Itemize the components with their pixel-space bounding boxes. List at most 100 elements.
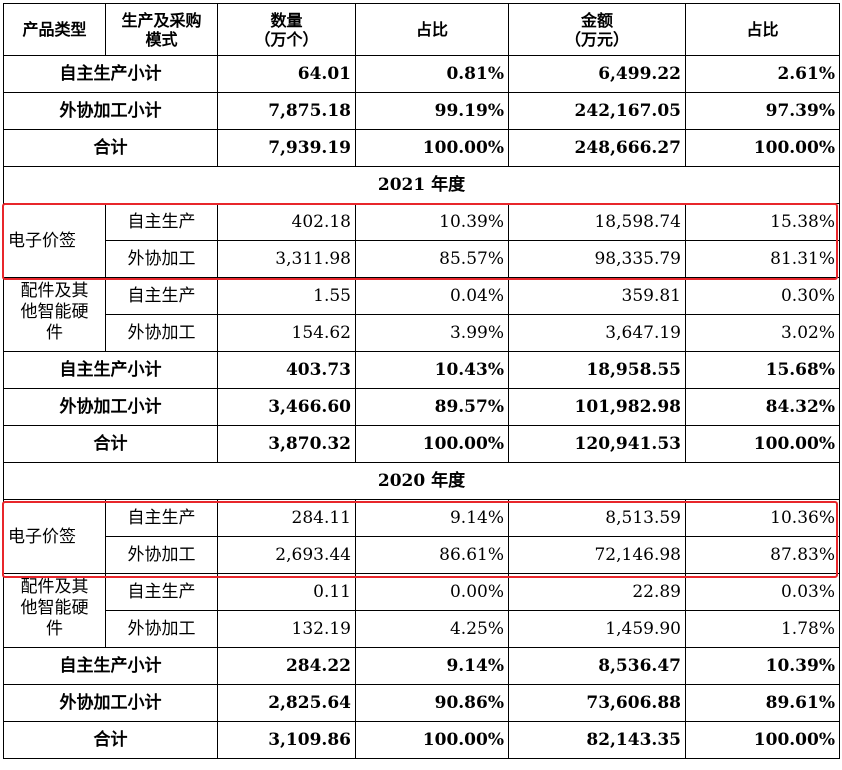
- amt-pct-cell: 84.32%: [685, 388, 840, 426]
- header-mode-line2: 模式: [145, 29, 178, 49]
- summary-row: 外协加工小计 7,875.18 99.19% 242,167.05 97.39%: [3, 92, 840, 130]
- product-cell: 配件及其 他智能硬件: [3, 277, 106, 352]
- amt-cell: 242,167.05: [508, 92, 686, 130]
- product-line: 件: [46, 619, 63, 639]
- header-ratio: 占比: [355, 3, 509, 56]
- qty-pct-cell: 0.00%: [355, 573, 509, 611]
- qty-cell: 0.11: [217, 573, 356, 611]
- amt-cell: 22.89: [508, 573, 686, 611]
- amt-pct-cell: 15.38%: [685, 203, 840, 241]
- amt-pct-cell: 1.78%: [685, 610, 840, 648]
- year-label-2021: 2021 年度: [3, 166, 840, 204]
- amt-pct-cell: 100.00%: [685, 721, 840, 759]
- qty-pct-cell: 99.19%: [355, 92, 509, 130]
- table-row: 电子价签 自主生产 402.18 10.39% 18,598.74 15.38%: [3, 203, 840, 278]
- qty-cell: 7,939.19: [217, 129, 356, 167]
- amt-cell: 18,598.74: [508, 203, 686, 241]
- qty-pct-cell: 86.61%: [355, 536, 509, 574]
- product-line: 配件及其: [20, 281, 89, 301]
- product-cell: 电子价签: [3, 203, 106, 278]
- qty-cell: 2,693.44: [217, 536, 356, 574]
- qty-cell: 3,466.60: [217, 388, 356, 426]
- qty-cell: 284.22: [217, 647, 356, 685]
- summary-row: 自主生产小计 64.01 0.81% 6,499.22 2.61%: [3, 55, 840, 93]
- amt-pct-cell: 10.39%: [685, 647, 840, 685]
- qty-cell: 284.11: [217, 499, 356, 537]
- product-cell: 电子价签: [3, 499, 106, 574]
- mode-cell: 自主生产: [105, 203, 218, 241]
- qty-pct-cell: 9.14%: [355, 647, 509, 685]
- product-line: 他智能硬: [20, 302, 89, 322]
- amt-cell: 1,459.90: [508, 610, 686, 648]
- summary-label: 合计: [3, 425, 218, 463]
- summary-row: 外协加工小计 3,466.60 89.57% 101,982.98 84.32%: [3, 388, 840, 426]
- header-product-type: 产品类型: [3, 3, 106, 56]
- product-line: 件: [46, 323, 63, 343]
- qty-pct-cell: 10.43%: [355, 351, 509, 389]
- year-row: 2021 年度: [3, 166, 840, 204]
- amt-cell: 120,941.53: [508, 425, 686, 463]
- amt-cell: 18,958.55: [508, 351, 686, 389]
- total-row: 合计 3,870.32 100.00% 120,941.53 100.00%: [3, 425, 840, 463]
- amt-pct-cell: 2.61%: [685, 55, 840, 93]
- qty-pct-cell: 0.81%: [355, 55, 509, 93]
- year-label-2020: 2020 年度: [3, 462, 840, 500]
- total-row: 合计 7,939.19 100.00% 248,666.27 100.00%: [3, 129, 840, 167]
- summary-label: 合计: [3, 129, 218, 167]
- qty-cell: 403.73: [217, 351, 356, 389]
- mode-cell: 外协加工: [105, 536, 218, 574]
- amt-cell: 98,335.79: [508, 240, 686, 278]
- table-row: 外协加工 154.62 3.99% 3,647.19 3.02%: [4, 314, 840, 352]
- qty-cell: 3,109.86: [217, 721, 356, 759]
- summary-row: 外协加工小计 2,825.64 90.86% 73,606.88 89.61%: [3, 684, 840, 722]
- amt-pct-cell: 100.00%: [685, 425, 840, 463]
- year-row: 2020 年度: [3, 462, 840, 500]
- qty-cell: 3,870.32: [217, 425, 356, 463]
- qty-pct-cell: 90.86%: [355, 684, 509, 722]
- amt-pct-cell: 10.36%: [685, 499, 840, 537]
- amt-pct-cell: 100.00%: [685, 129, 840, 167]
- qty-cell: 2,825.64: [217, 684, 356, 722]
- header-amount-line1: 金额: [580, 10, 613, 30]
- qty-cell: 154.62: [217, 314, 356, 352]
- header-ratio2: 占比: [685, 3, 840, 56]
- amt-pct-cell: 0.03%: [685, 573, 840, 611]
- header-mode-line1: 生产及采购: [121, 10, 202, 30]
- summary-label: 合计: [3, 721, 218, 759]
- mode-cell: 外协加工: [105, 610, 218, 648]
- summary-label: 外协加工小计: [3, 388, 218, 426]
- product-line: 他智能硬: [20, 598, 89, 618]
- qty-cell: 132.19: [217, 610, 356, 648]
- qty-pct-cell: 100.00%: [355, 721, 509, 759]
- table-row: 配件及其 他智能硬件 自主生产 0.11 0.00% 22.89 0.03%: [3, 573, 840, 648]
- production-table: 产品类型 生产及采购 模式 数量 （万个） 占比 金额 （万元） 占比 自主生产小计 …: [3, 3, 840, 759]
- mode-cell: 自主生产: [105, 277, 218, 315]
- amt-pct-cell: 87.83%: [685, 536, 840, 574]
- amt-pct-cell: 15.68%: [685, 351, 840, 389]
- qty-pct-cell: 89.57%: [355, 388, 509, 426]
- qty-pct-cell: 0.04%: [355, 277, 509, 315]
- summary-label: 外协加工小计: [3, 92, 218, 130]
- summary-row: 自主生产小计 284.22 9.14% 8,536.47 10.39%: [3, 647, 840, 685]
- table-row: 外协加工 132.19 4.25% 1,459.90 1.78%: [4, 610, 840, 648]
- table-row: 配件及其 他智能硬件 自主生产 1.55 0.04% 359.81 0.30%: [3, 277, 840, 352]
- amt-cell: 73,606.88: [508, 684, 686, 722]
- mode-cell: 外协加工: [105, 240, 218, 278]
- amt-cell: 248,666.27: [508, 129, 686, 167]
- amt-pct-cell: 89.61%: [685, 684, 840, 722]
- amt-pct-cell: 0.30%: [685, 277, 840, 315]
- summary-label: 自主生产小计: [3, 351, 218, 389]
- summary-label: 自主生产小计: [3, 647, 218, 685]
- mode-cell: 外协加工: [105, 314, 218, 352]
- product-cell: 配件及其 他智能硬件: [3, 573, 106, 648]
- amt-cell: 72,146.98: [508, 536, 686, 574]
- qty-pct-cell: 100.00%: [355, 425, 509, 463]
- amt-cell: 82,143.35: [508, 721, 686, 759]
- amt-cell: 6,499.22: [508, 55, 686, 93]
- summary-label: 外协加工小计: [3, 684, 218, 722]
- amt-cell: 8,536.47: [508, 647, 686, 685]
- qty-cell: 402.18: [217, 203, 356, 241]
- product-line: 配件及其: [20, 577, 89, 597]
- summary-row: 自主生产小计 403.73 10.43% 18,958.55 15.68%: [3, 351, 840, 389]
- qty-pct-cell: 10.39%: [355, 203, 509, 241]
